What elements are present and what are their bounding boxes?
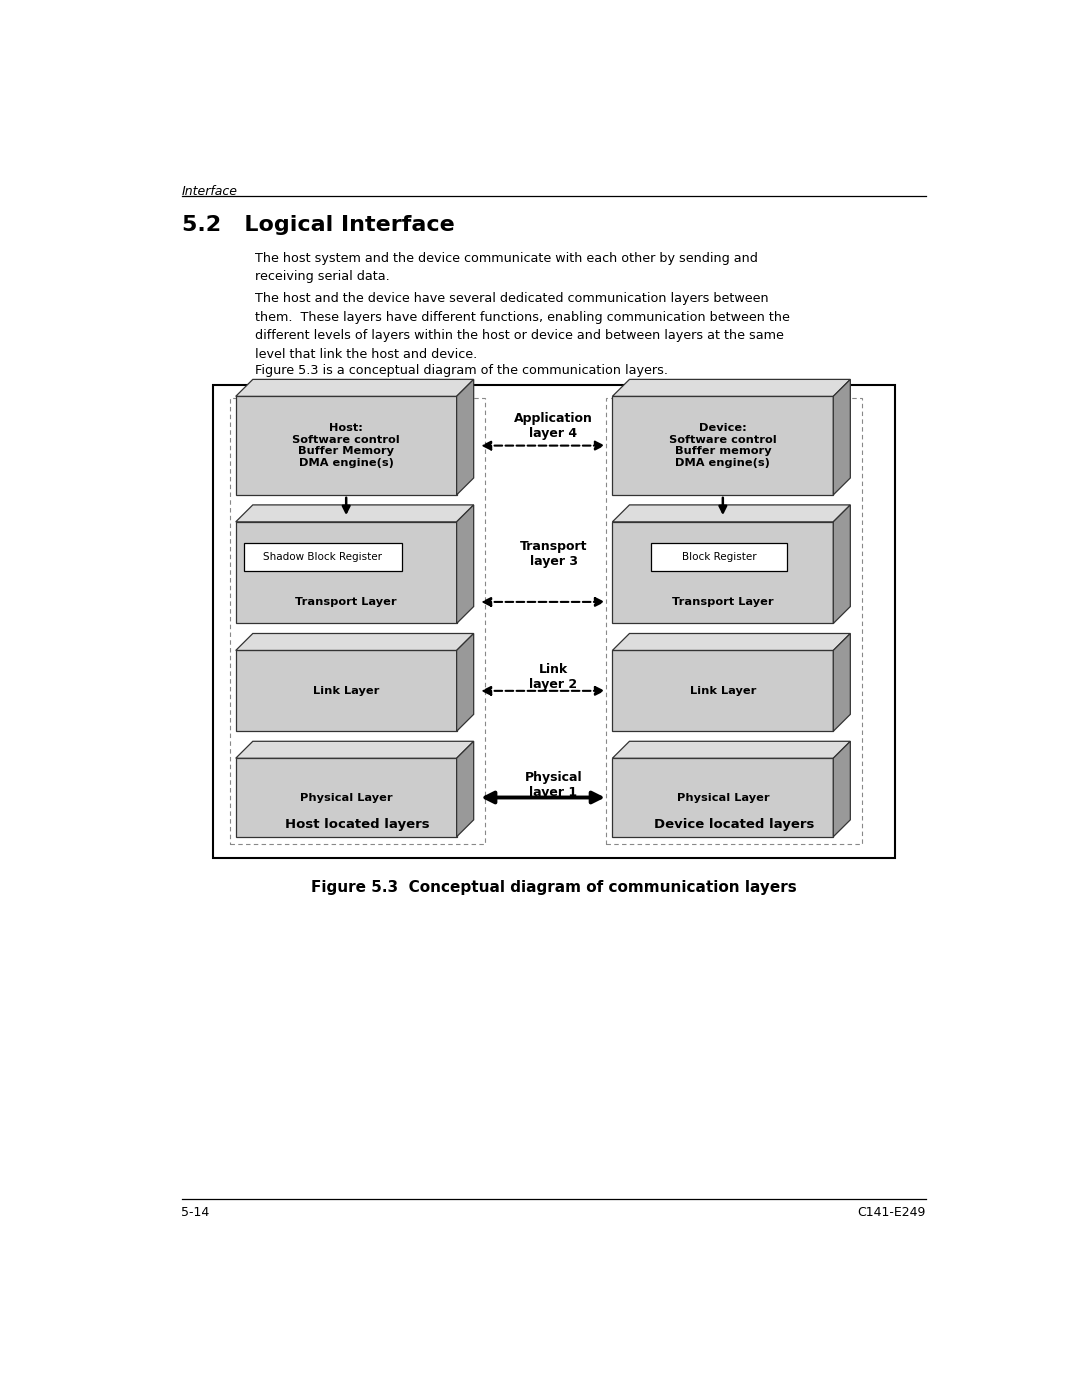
Polygon shape [612, 633, 850, 651]
Text: The host and the device have several dedicated communication layers between
them: The host and the device have several ded… [255, 292, 789, 360]
Polygon shape [235, 397, 457, 495]
Polygon shape [457, 633, 474, 731]
Text: Figure 5.3 is a conceptual diagram of the communication layers.: Figure 5.3 is a conceptual diagram of th… [255, 365, 669, 377]
Polygon shape [834, 504, 850, 623]
Polygon shape [612, 522, 834, 623]
Polygon shape [235, 522, 457, 623]
Text: Transport Layer: Transport Layer [672, 597, 773, 606]
Bar [213, 384, 894, 858]
Bar [230, 398, 485, 844]
Text: Physical Layer: Physical Layer [300, 792, 392, 802]
Text: Transport
layer 3: Transport layer 3 [519, 541, 588, 569]
Polygon shape [834, 742, 850, 837]
Text: Link Layer: Link Layer [690, 686, 756, 696]
Text: Shadow Block Register: Shadow Block Register [264, 552, 382, 562]
Text: The host system and the device communicate with each other by sending and
receiv: The host system and the device communica… [255, 251, 758, 284]
Polygon shape [834, 633, 850, 731]
Text: Transport Layer: Transport Layer [295, 597, 397, 606]
Polygon shape [235, 380, 474, 397]
Polygon shape [612, 504, 850, 522]
Polygon shape [235, 651, 457, 731]
Text: Device located layers: Device located layers [653, 819, 814, 831]
Polygon shape [612, 742, 850, 759]
Text: C141-E249: C141-E249 [858, 1207, 926, 1220]
Polygon shape [457, 380, 474, 495]
Polygon shape [457, 742, 474, 837]
Polygon shape [457, 504, 474, 623]
Polygon shape [235, 742, 474, 759]
Polygon shape [834, 380, 850, 495]
Text: Device:
Software control
Buffer memory
DMA engine(s): Device: Software control Buffer memory D… [669, 423, 777, 468]
Text: Block Register: Block Register [681, 552, 756, 562]
Polygon shape [235, 504, 474, 522]
Text: Host:
Software control
Buffer Memory
DMA engine(s): Host: Software control Buffer Memory DMA… [293, 423, 400, 468]
Polygon shape [612, 651, 834, 731]
Polygon shape [612, 759, 834, 837]
Text: Physical
layer 1: Physical layer 1 [525, 771, 582, 799]
Text: Figure 5.3  Conceptual diagram of communication layers: Figure 5.3 Conceptual diagram of communi… [311, 880, 796, 895]
Polygon shape [612, 380, 850, 397]
Text: Physical Layer: Physical Layer [676, 792, 769, 802]
Text: Host located layers: Host located layers [285, 819, 430, 831]
Bar [243, 543, 403, 571]
Polygon shape [612, 397, 834, 495]
Text: 5-14: 5-14 [181, 1207, 210, 1220]
Bar [651, 543, 786, 571]
Polygon shape [235, 633, 474, 651]
Text: Application
layer 4: Application layer 4 [514, 412, 593, 440]
Text: Link Layer: Link Layer [313, 686, 379, 696]
Text: 5.2   Logical Interface: 5.2 Logical Interface [181, 215, 455, 235]
Bar [606, 398, 862, 844]
Text: Link
layer 2: Link layer 2 [529, 664, 578, 692]
Text: Interface: Interface [181, 184, 238, 197]
Polygon shape [235, 759, 457, 837]
